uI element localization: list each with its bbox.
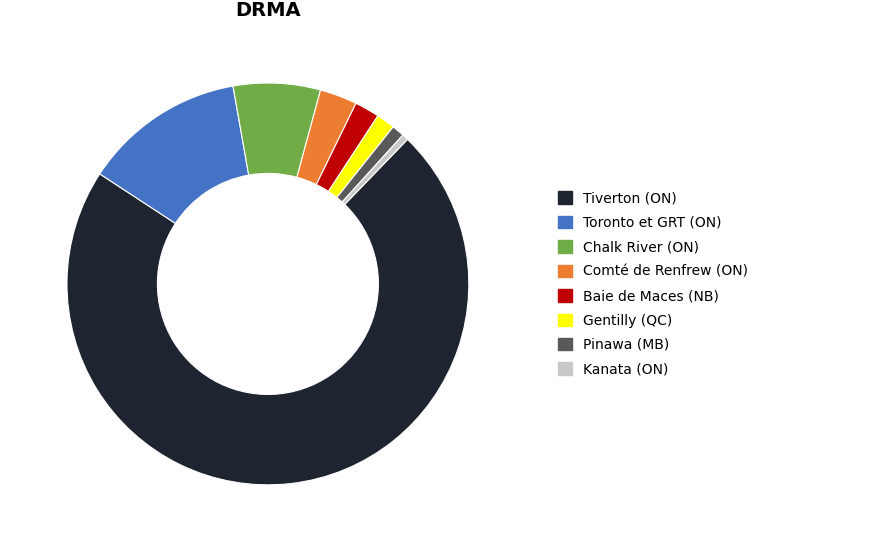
- Wedge shape: [100, 86, 249, 223]
- Title: DRMA: DRMA: [235, 1, 301, 20]
- Wedge shape: [316, 103, 378, 192]
- Wedge shape: [329, 116, 393, 198]
- Wedge shape: [67, 139, 469, 485]
- Wedge shape: [342, 135, 407, 204]
- Wedge shape: [337, 127, 403, 202]
- Wedge shape: [296, 90, 356, 185]
- Legend: Tiverton (ON), Toronto et GRT (ON), Chalk River (ON), Comté de Renfrew (ON), Bai: Tiverton (ON), Toronto et GRT (ON), Chal…: [551, 185, 755, 383]
- Wedge shape: [233, 83, 321, 177]
